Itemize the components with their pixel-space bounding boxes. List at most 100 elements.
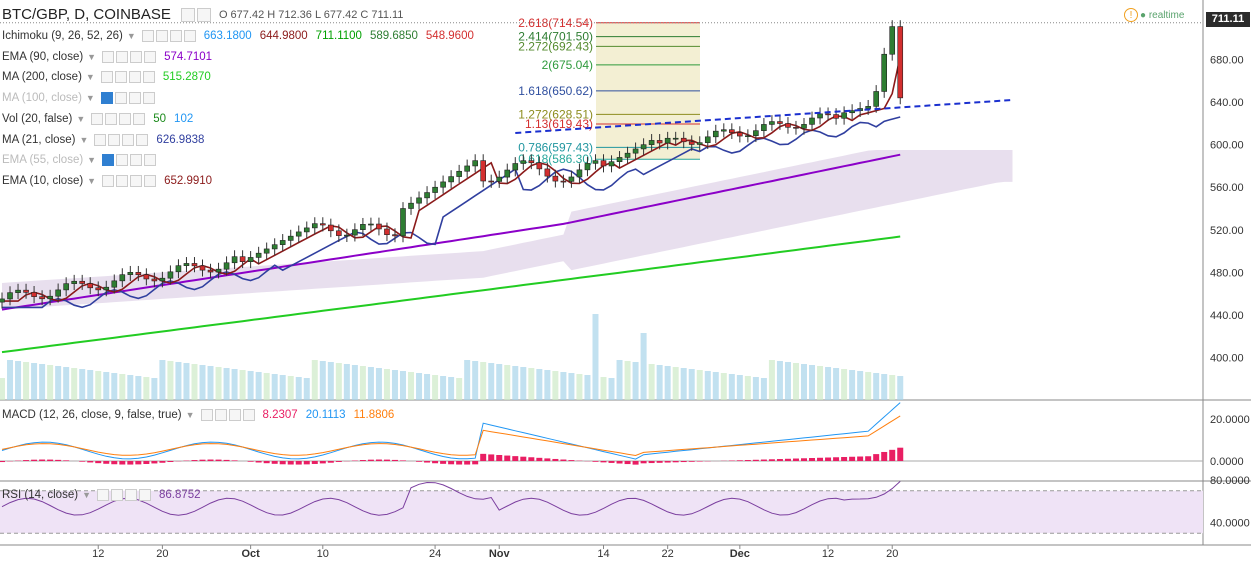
plus-icon[interactable] bbox=[130, 154, 143, 167]
chart-title: BTC/GBP, D, COINBASE O 677.42 H 712.36 L… bbox=[2, 6, 403, 23]
close-icon[interactable] bbox=[183, 30, 196, 42]
macd-histogram-bar bbox=[496, 454, 503, 461]
eye-icon[interactable] bbox=[100, 71, 113, 84]
macd-histogram-bar bbox=[47, 459, 54, 461]
settings-icon[interactable] bbox=[155, 30, 168, 42]
legend-ma-3-buttons[interactable] bbox=[100, 92, 155, 105]
plus-icon[interactable] bbox=[124, 489, 137, 501]
close-icon[interactable] bbox=[144, 154, 157, 167]
plus-icon[interactable] bbox=[130, 50, 143, 63]
resistance-trendline bbox=[515, 98, 1013, 134]
eye-icon[interactable] bbox=[91, 112, 104, 125]
time-axis-label: 20 bbox=[156, 548, 168, 560]
legend-ichimoku-0[interactable]: Ichimoku (9, 26, 52, 26) ▼ 663.1800 644.980… bbox=[2, 27, 482, 45]
macd-histogram-bar bbox=[95, 461, 102, 464]
legend-ma-2[interactable]: MA (200, close) ▼ 515.2870 bbox=[2, 68, 219, 86]
macd-histogram-bar bbox=[79, 461, 86, 462]
title-buttons[interactable] bbox=[180, 7, 211, 22]
volume-bar bbox=[544, 370, 551, 400]
settings-icon[interactable] bbox=[105, 112, 118, 125]
ma21-line bbox=[2, 116, 901, 309]
volume-bar bbox=[833, 368, 840, 400]
warning-icon[interactable]: ! bbox=[1124, 8, 1138, 22]
time-axis-label: 12 bbox=[92, 548, 104, 560]
close-icon[interactable] bbox=[142, 92, 155, 105]
plus-icon[interactable] bbox=[122, 133, 135, 146]
plus-icon[interactable] bbox=[228, 409, 241, 421]
legend-ma-5-buttons[interactable] bbox=[94, 133, 149, 146]
candle-body bbox=[576, 169, 583, 178]
macd-histogram-bar bbox=[63, 460, 70, 461]
chevron-down-icon[interactable]: ▼ bbox=[185, 410, 195, 420]
eye-icon[interactable] bbox=[96, 489, 109, 501]
legend-ema-7-buttons[interactable] bbox=[102, 174, 157, 187]
settings-icon[interactable] bbox=[116, 174, 129, 187]
volume-bar bbox=[592, 314, 599, 400]
chevron-down-icon[interactable]: ▼ bbox=[87, 175, 97, 186]
legend-macd[interactable]: MACD (12, 26, close, 9, false, true) ▼ 8.2… bbox=[2, 406, 402, 424]
macd-histogram-bar bbox=[865, 456, 872, 461]
legend-vol-4-buttons[interactable] bbox=[91, 112, 146, 125]
legend-macd-buttons[interactable] bbox=[200, 409, 255, 421]
legend-ema-1-buttons[interactable] bbox=[102, 50, 157, 63]
plus-icon[interactable] bbox=[128, 71, 141, 84]
candle-body bbox=[63, 283, 69, 291]
legend-rsi[interactable]: RSI (14, close) ▼ 86.8752 bbox=[2, 486, 209, 504]
chevron-down-icon[interactable]: ▼ bbox=[87, 155, 97, 166]
legend-ma-5[interactable]: MA (21, close) ▼ 626.9838 bbox=[2, 131, 212, 149]
settings-icon[interactable] bbox=[214, 409, 227, 421]
plus-icon[interactable] bbox=[128, 92, 141, 105]
eye-icon[interactable] bbox=[102, 174, 115, 187]
plus-icon[interactable] bbox=[130, 174, 143, 187]
plus-icon[interactable] bbox=[169, 30, 182, 42]
legend-ichimoku-0-buttons[interactable] bbox=[141, 30, 196, 42]
chevron-down-icon[interactable]: ▼ bbox=[82, 490, 91, 500]
close-icon[interactable] bbox=[142, 71, 155, 84]
chevron-down-icon[interactable]: ▼ bbox=[76, 113, 86, 124]
macd-histogram-bar bbox=[768, 459, 775, 461]
legend-ma-2-buttons[interactable] bbox=[100, 71, 155, 84]
legend-ema-1[interactable]: EMA (90, close) ▼ 574.7101 bbox=[2, 48, 220, 66]
volume-bar bbox=[79, 369, 86, 400]
legend-ema-6[interactable]: EMA (55, close) ▼ bbox=[2, 151, 164, 169]
macd-axis-label: 20.0000 bbox=[1210, 414, 1250, 426]
settings-icon[interactable] bbox=[114, 92, 127, 105]
close-icon[interactable] bbox=[136, 133, 149, 146]
chevron-down-icon[interactable]: ▼ bbox=[87, 51, 97, 62]
eye-icon[interactable] bbox=[102, 154, 115, 167]
eye-icon[interactable] bbox=[200, 409, 213, 421]
plus-icon[interactable] bbox=[119, 112, 132, 125]
candle-body bbox=[319, 223, 326, 226]
volume-bar bbox=[672, 367, 679, 400]
close-icon[interactable] bbox=[144, 174, 157, 187]
settings-icon[interactable] bbox=[116, 154, 129, 167]
settings-icon[interactable] bbox=[116, 50, 129, 63]
close-icon[interactable] bbox=[144, 50, 157, 63]
close-icon[interactable] bbox=[242, 409, 255, 421]
compare-icon[interactable] bbox=[196, 7, 211, 22]
candle-body bbox=[704, 136, 711, 143]
chevron-down-icon[interactable]: ▼ bbox=[126, 31, 136, 41]
settings-icon[interactable] bbox=[180, 7, 195, 22]
close-icon[interactable] bbox=[133, 112, 146, 125]
legend-ma-3[interactable]: MA (100, close) ▼ bbox=[2, 89, 163, 107]
eye-icon[interactable] bbox=[102, 50, 115, 63]
legend-vol-4[interactable]: Vol (20, false) ▼ 50 102 bbox=[2, 110, 201, 128]
eye-icon[interactable] bbox=[141, 30, 154, 42]
macd-histogram-bar bbox=[279, 461, 286, 465]
eye-icon[interactable] bbox=[100, 92, 113, 105]
settings-icon[interactable] bbox=[114, 71, 127, 84]
chevron-down-icon[interactable]: ▼ bbox=[85, 93, 95, 104]
eye-icon[interactable] bbox=[94, 133, 107, 146]
legend-ema-6-buttons[interactable] bbox=[102, 154, 157, 167]
fib-level-label: 2.414(701.50) bbox=[518, 30, 593, 44]
chevron-down-icon[interactable]: ▼ bbox=[85, 72, 95, 83]
legend-rsi-buttons[interactable] bbox=[96, 489, 151, 501]
volume-bar bbox=[472, 361, 479, 400]
settings-icon[interactable] bbox=[108, 133, 121, 146]
chevron-down-icon[interactable]: ▼ bbox=[79, 134, 89, 145]
legend-ema-7[interactable]: EMA (10, close) ▼ 652.9910 bbox=[2, 172, 220, 190]
close-icon[interactable] bbox=[138, 489, 151, 501]
settings-icon[interactable] bbox=[110, 489, 123, 501]
